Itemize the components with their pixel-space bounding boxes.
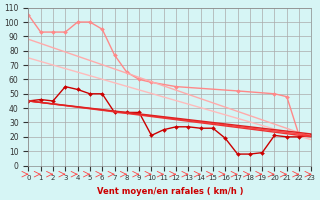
X-axis label: Vent moyen/en rafales ( km/h ): Vent moyen/en rafales ( km/h ) [97,187,243,196]
